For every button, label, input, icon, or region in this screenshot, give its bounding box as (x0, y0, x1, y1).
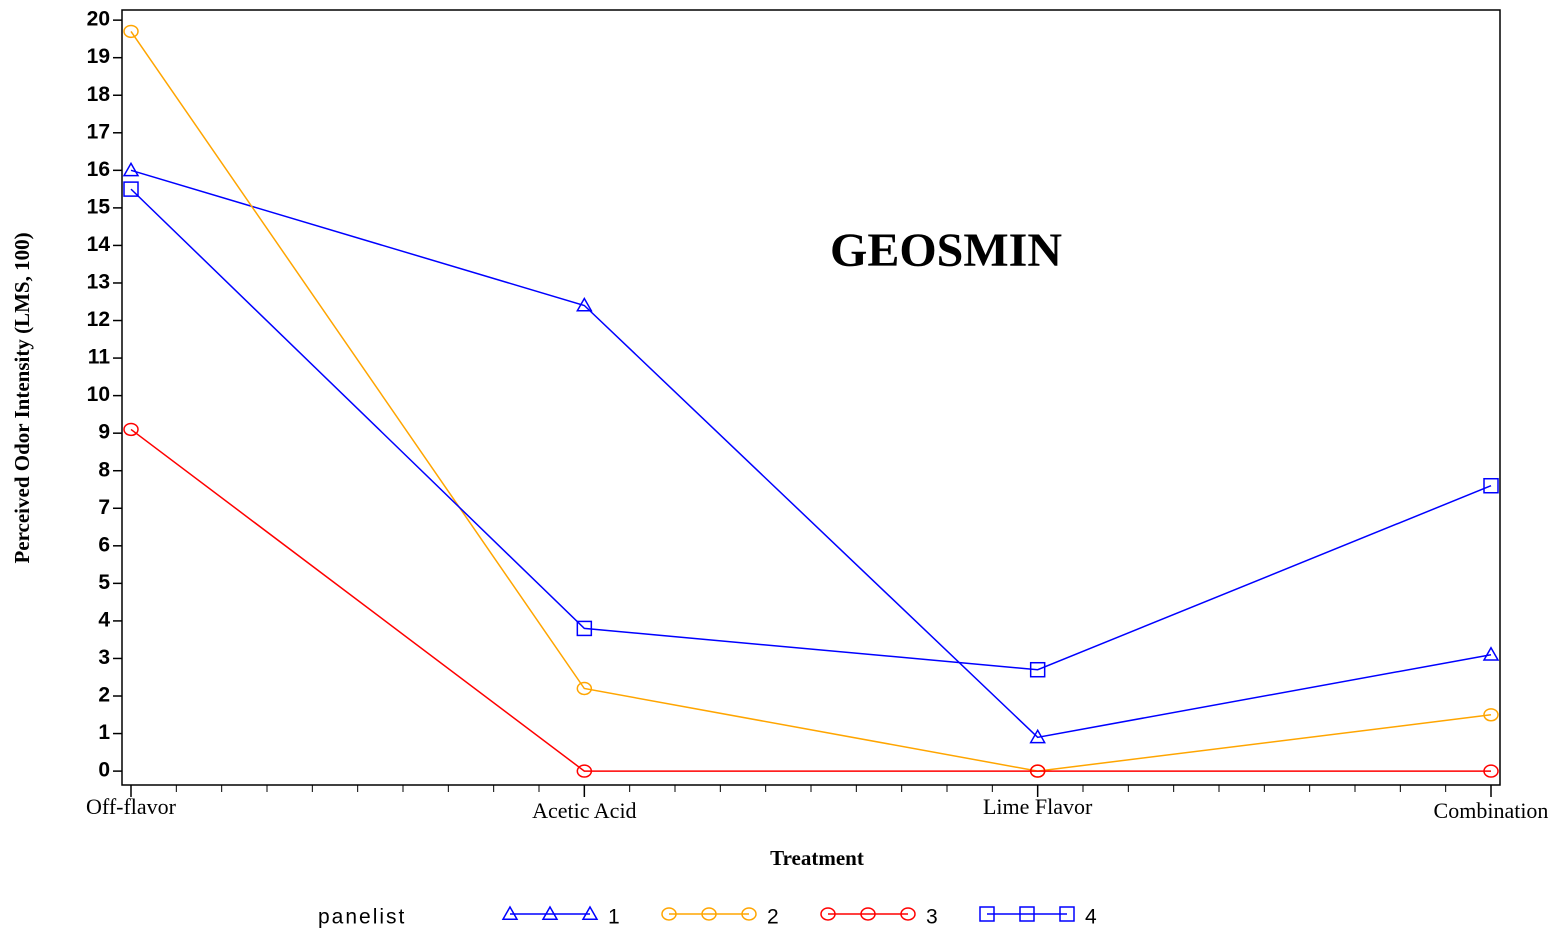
y-tick-label: 5 (98, 571, 110, 594)
y-tick-label: 19 (87, 45, 110, 68)
x-tick-label: Lime Flavor (983, 794, 1093, 819)
legend-label: 3 (926, 906, 938, 929)
marker (123, 24, 139, 39)
y-tick-label: 1 (98, 721, 110, 744)
marker (1029, 728, 1046, 744)
y-tick-label: 8 (98, 458, 110, 481)
y-tick-label: 11 (88, 346, 111, 369)
legend-marker (860, 907, 876, 921)
series-line (130, 169, 1492, 739)
marker (1482, 646, 1500, 661)
marker (576, 296, 593, 312)
y-tick-label: 2 (98, 684, 110, 707)
series-line (130, 30, 1492, 772)
marker (576, 681, 593, 696)
marker (576, 620, 593, 637)
y-tick-label: 16 (87, 158, 110, 181)
legend-marker (581, 905, 599, 920)
legend-marker (541, 905, 559, 920)
y-tick-label: 13 (87, 271, 110, 294)
legend-marker (661, 907, 677, 921)
legend-marker (1019, 906, 1035, 922)
y-tick-label: 9 (98, 421, 110, 444)
legend-marker (501, 905, 519, 920)
y-tick-label: 10 (87, 383, 110, 406)
y-tick-label: 6 (98, 533, 110, 556)
legend-marker (1059, 906, 1075, 922)
y-tick-label: 12 (87, 308, 110, 331)
y-tick-label: 17 (87, 120, 110, 143)
x-tick-label: Acetic Acid (532, 798, 636, 823)
legend-label: 2 (767, 906, 779, 929)
plot-frame (121, 9, 1501, 786)
marker (1483, 764, 1499, 778)
legend-title: panelist (318, 906, 406, 929)
legend-marker (741, 907, 757, 921)
marker (576, 764, 593, 778)
marker (123, 422, 139, 437)
series-line (130, 188, 1492, 671)
marker (122, 161, 140, 177)
legend-marker (701, 907, 717, 921)
marker (1483, 477, 1499, 494)
legend-marker (820, 907, 836, 921)
legend-marker (979, 906, 995, 922)
x-tick-label: Combination (1434, 798, 1549, 823)
y-tick-label: 4 (98, 608, 110, 631)
legend-marker (900, 907, 916, 921)
x-tick-label: Off-flavor (86, 794, 177, 819)
legend-label: 1 (608, 906, 620, 929)
marker (1029, 661, 1046, 678)
marker (123, 181, 139, 197)
chart-title: GEOSMIN (830, 224, 1062, 277)
series-line (130, 428, 1491, 772)
marker (1029, 764, 1046, 778)
y-tick-label: 14 (87, 233, 111, 256)
y-tick-label: 0 (98, 759, 110, 782)
y-axis-label: Perceived Odor Intensity (LMS, 100) (10, 232, 34, 563)
marker (1483, 708, 1499, 722)
y-tick-label: 7 (98, 496, 110, 519)
y-tick-label: 18 (87, 83, 111, 106)
y-tick-label: 15 (87, 195, 111, 218)
y-tick-label: 3 (98, 646, 110, 669)
legend-label: 4 (1085, 906, 1097, 929)
y-tick-label: 20 (87, 8, 110, 31)
x-axis-label: Treatment (770, 846, 864, 870)
